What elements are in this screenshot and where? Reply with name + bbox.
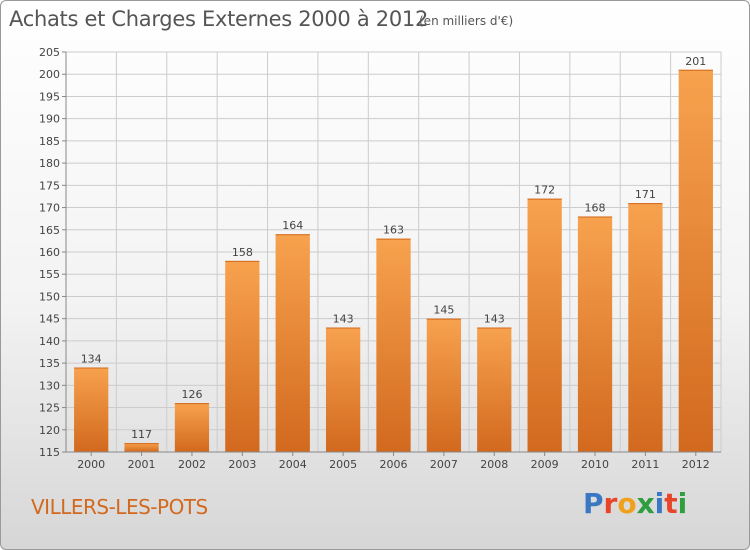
y-tick-label: 170 xyxy=(39,202,60,215)
bars xyxy=(74,69,713,453)
y-tick-label: 175 xyxy=(39,179,60,192)
data-label: 168 xyxy=(585,201,606,214)
logo-letter: o xyxy=(617,487,637,520)
data-label: 163 xyxy=(383,224,404,237)
y-tick-label: 180 xyxy=(39,157,60,170)
bar xyxy=(527,198,562,452)
logo-letter: r xyxy=(603,487,618,520)
bar xyxy=(124,443,159,452)
x-tick-label: 2002 xyxy=(178,458,206,471)
data-label: 143 xyxy=(333,313,354,326)
data-label: 117 xyxy=(131,428,152,441)
y-tick-label: 150 xyxy=(39,290,60,303)
bar xyxy=(426,318,462,452)
chart-unit: (en milliers d'€) xyxy=(419,14,514,28)
data-label: 171 xyxy=(635,188,656,201)
x-tick-label: 2010 xyxy=(581,458,609,471)
logo-letter: P xyxy=(583,487,604,520)
y-tick-label: 125 xyxy=(39,402,60,415)
logo-letter: i xyxy=(654,487,665,520)
data-label: 143 xyxy=(484,313,505,326)
data-label: 158 xyxy=(232,246,253,259)
bar xyxy=(225,260,260,452)
y-tick-label: 190 xyxy=(39,113,60,126)
x-tick-label: 2007 xyxy=(430,458,458,471)
bar xyxy=(174,403,210,452)
data-label: 134 xyxy=(81,353,102,366)
y-tick-label: 165 xyxy=(39,224,60,237)
y-tick-label: 145 xyxy=(39,313,60,326)
logo-letter: x xyxy=(636,487,655,520)
y-tick-label: 185 xyxy=(39,135,60,148)
bar xyxy=(74,367,109,452)
logo-letter: t xyxy=(664,487,678,520)
x-tick-label: 2004 xyxy=(279,458,307,471)
logo-letter: i xyxy=(677,487,688,520)
x-tick-label: 2000 xyxy=(77,458,105,471)
bar xyxy=(628,203,663,452)
axes xyxy=(62,51,721,456)
x-tick-label: 2001 xyxy=(128,458,156,471)
x-tick-label: 2008 xyxy=(480,458,508,471)
bar xyxy=(275,234,310,452)
y-tick-label: 160 xyxy=(39,246,60,259)
data-label: 172 xyxy=(534,184,555,197)
x-tick-label: 2012 xyxy=(682,458,710,471)
x-tick-label: 2009 xyxy=(531,458,559,471)
y-tick-label: 135 xyxy=(39,357,60,370)
labels: 115 120 125 130 135 140 145 150 155 160 165 170 175 1… xyxy=(39,46,710,471)
y-tick-label: 120 xyxy=(39,424,60,437)
y-tick-label: 115 xyxy=(39,446,60,459)
y-tick-label: 200 xyxy=(39,68,60,81)
y-tick-label: 130 xyxy=(39,379,60,392)
bar xyxy=(477,327,512,452)
proxiti-logo: Proxiti xyxy=(583,487,687,520)
y-tick-label: 155 xyxy=(39,268,60,281)
bar xyxy=(678,69,713,453)
data-label: 201 xyxy=(685,55,706,68)
bar xyxy=(577,216,613,452)
data-label: 164 xyxy=(282,219,303,232)
chart-title: Achats et Charges Externes 2000 à 2012 xyxy=(9,7,429,31)
data-label: 145 xyxy=(433,304,454,317)
x-tick-label: 2003 xyxy=(228,458,256,471)
bar xyxy=(376,238,411,452)
commune-name: VILLERS-LES-POTS xyxy=(31,495,208,519)
x-tick-label: 2005 xyxy=(329,458,357,471)
y-tick-label: 195 xyxy=(39,90,60,103)
x-tick-label: 2006 xyxy=(380,458,408,471)
data-label: 126 xyxy=(181,388,202,401)
y-tick-label: 140 xyxy=(39,335,60,348)
y-tick-label: 205 xyxy=(39,46,60,59)
x-tick-label: 2011 xyxy=(631,458,659,471)
bar xyxy=(325,327,361,452)
